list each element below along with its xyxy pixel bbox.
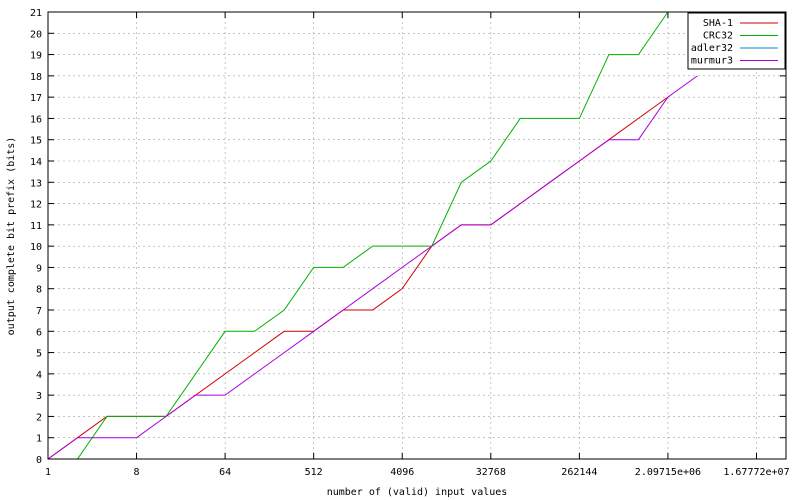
- x-tick-label: 262144: [561, 467, 597, 478]
- x-tick-label: 2.09715e+06: [635, 467, 701, 478]
- x-tick-label: 8: [134, 467, 140, 478]
- y-tick-label: 3: [36, 391, 42, 402]
- y-tick-label: 6: [36, 327, 42, 338]
- y-tick-label: 17: [30, 93, 42, 104]
- x-tick-label: 64: [219, 467, 231, 478]
- series-line-murmur3: [47, 75, 698, 460]
- series-lines: [47, 11, 698, 460]
- y-tick-label: 8: [36, 285, 42, 296]
- y-tick-label: 12: [30, 200, 42, 211]
- legend-label: adler32: [691, 43, 733, 54]
- y-tick-label: 19: [30, 51, 42, 62]
- plot-frame: [47, 11, 787, 460]
- y-tick-label: 16: [30, 114, 42, 125]
- y-tick-label: 1: [36, 434, 42, 445]
- x-tick-label: 512: [305, 467, 323, 478]
- x-tick-label: 32768: [476, 467, 506, 478]
- y-tick-label: 21: [30, 8, 42, 19]
- series-line-crc32: [48, 11, 669, 460]
- y-tick-label: 9: [36, 263, 42, 274]
- y-tick-label: 2: [36, 412, 42, 423]
- y-tick-label: 18: [30, 72, 42, 83]
- y-tick-label: 7: [36, 306, 42, 317]
- x-tick-label: 1: [45, 467, 51, 478]
- grid: [48, 12, 786, 459]
- y-tick-label: 5: [36, 349, 42, 360]
- legend-box: [687, 12, 786, 70]
- legend-label: murmur3: [691, 56, 733, 67]
- series-line-sha-1: [47, 96, 669, 460]
- y-tick-label: 11: [30, 221, 42, 232]
- y-tick-label: 15: [30, 136, 42, 147]
- x-tick-label: 4096: [390, 467, 414, 478]
- y-tick-label: 10: [30, 242, 42, 253]
- legend-label: CRC32: [703, 31, 733, 42]
- legend-label: SHA-1: [703, 18, 733, 29]
- x-tick-label: 1.67772e+07: [723, 467, 789, 478]
- y-axis-label: output complete bit prefix (bits): [6, 137, 17, 336]
- y-tick-label: 4: [36, 370, 42, 381]
- y-tick-label: 13: [30, 178, 42, 189]
- y-tick-label: 0: [36, 455, 42, 466]
- x-axis-label: number of (valid) input values: [327, 487, 508, 498]
- y-tick-label: 14: [30, 157, 42, 168]
- y-tick-label: 20: [30, 29, 42, 40]
